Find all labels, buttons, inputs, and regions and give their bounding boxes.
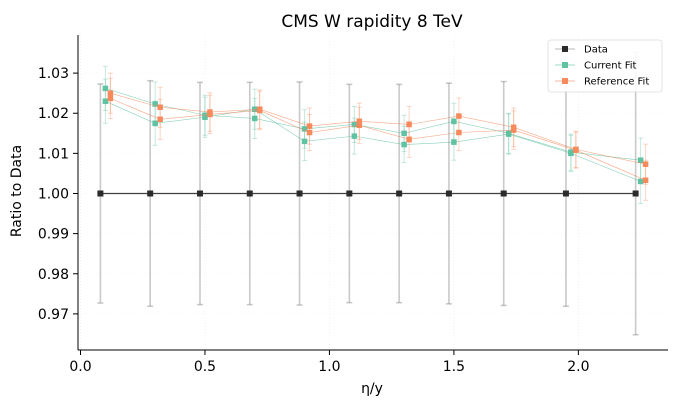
data-point [456,113,462,119]
x-tick-label: 0.5 [194,359,216,375]
data-point [632,190,639,197]
legend-marker [562,62,568,68]
y-tick-label: 0.97 [38,307,69,323]
y-tick-label: 1.03 [38,66,69,82]
x-axis-label: η/y [361,381,383,397]
legend-marker [562,46,568,52]
data-point [351,133,358,139]
x-ticks: 0.0 0.5 1.0 1.5 2.0 [69,350,590,375]
data-point [505,131,512,137]
data-point [256,107,263,114]
x-tick-label: 1.5 [443,359,465,375]
y-tick-label: 1.00 [38,187,69,203]
data-point [252,115,258,122]
legend-label: Data [584,45,608,56]
data-point [107,95,114,102]
legend-box [547,39,663,93]
data-point [301,138,308,145]
data-point [152,120,158,127]
data-point [306,129,313,136]
data-point [356,122,363,129]
y-tick-label: 1.01 [38,146,69,162]
data-point [637,157,644,163]
axes [77,35,668,351]
data-point [356,118,363,125]
x-tick-label: 0.0 [69,359,91,375]
data-point [107,90,114,96]
data-point [296,190,303,197]
data-point [401,130,407,137]
data-point [637,178,644,185]
data-point [97,190,104,197]
y-axis-label: Ratio to Data [9,145,25,237]
legend: Data Current Fit Reference Fit [547,39,663,93]
data-point [351,121,358,128]
series-layer [97,51,649,336]
data-point [152,101,158,107]
data-point [147,190,154,197]
chart-title: CMS W rapidity 8 TeV [281,12,463,32]
y-tick-label: 0.99 [38,227,69,243]
data-point [346,190,353,197]
data-point [406,136,412,143]
data-point [102,98,109,104]
y-tick-label: 0.98 [38,267,69,283]
data-point [510,127,517,133]
series-line [105,88,641,161]
data-point [573,147,579,153]
legend-label: Current Fit [584,61,637,72]
legend-marker [562,78,568,84]
data-point [207,111,213,118]
data-point [157,116,163,123]
x-tick-label: 1.0 [318,359,340,375]
data-point [102,85,109,92]
data-point [562,190,569,197]
data-point [246,190,253,197]
data-point [401,141,407,148]
x-tick-label: 2.0 [567,359,589,375]
data-point [456,129,462,136]
y-ticks: 0.97 0.98 0.99 1.00 1.01 1.02 1.03 [38,66,78,323]
data-point [396,190,403,197]
data-point [510,124,517,131]
series-data [97,51,639,336]
data-point [642,161,649,167]
data-point [157,104,163,110]
data-point [568,150,574,157]
data-point [500,190,507,197]
data-point [306,123,313,129]
data-point [445,190,452,197]
y-tick-label: 1.02 [38,106,69,122]
data-point [406,121,412,128]
series-current-fit [102,78,644,205]
legend-label: Reference Fit [584,77,649,88]
data-point [202,114,208,121]
series-reference-fit [107,77,649,201]
data-point [196,190,203,197]
data-point [451,118,457,125]
data-point [451,139,457,145]
data-point [642,177,649,184]
data-point [301,126,308,132]
